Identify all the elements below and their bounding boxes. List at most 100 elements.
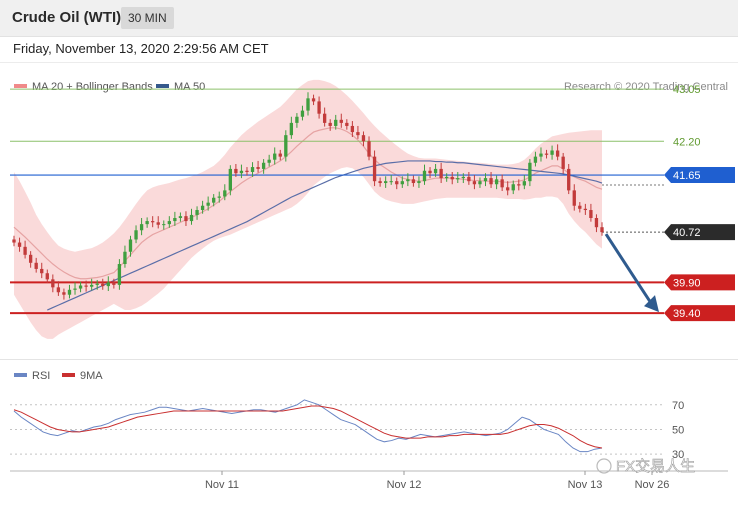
candle-body (95, 283, 99, 285)
candle-body (450, 176, 454, 180)
x-axis-tick-label: Nov 13 (568, 479, 603, 491)
candle-body (123, 251, 127, 265)
price-chart: MA 20 + Bollinger Bands MA 50 Research © 2… (10, 79, 735, 339)
legend-label: MA 50 (174, 81, 205, 93)
candle-body (417, 181, 421, 184)
candle-body (467, 176, 471, 182)
instrument-title: Crude Oil (WTI) (12, 9, 122, 26)
candle-body (12, 239, 16, 243)
candle-body (28, 254, 33, 263)
rsi-tick-label: 70 (672, 400, 684, 412)
candle-body (278, 153, 282, 157)
x-axis-tick-label: Nov 12 (387, 479, 422, 491)
candle-body (184, 216, 188, 222)
candle-body (395, 181, 399, 185)
candle-body (189, 214, 194, 222)
candle-body (544, 153, 549, 155)
candle-body (511, 184, 515, 191)
candle-body (112, 282, 116, 285)
candle-body (317, 101, 321, 114)
candle-body (372, 156, 377, 182)
copyright-text: Research © 2020 Trading Central (564, 81, 728, 93)
level-label: 42.20 (673, 136, 701, 148)
watermark-icon (596, 458, 612, 474)
candle-body (128, 239, 133, 252)
candle-body (439, 168, 443, 179)
candle-body (256, 167, 260, 169)
level-label: 39.40 (673, 308, 701, 320)
candle-body (356, 132, 360, 136)
ma50-line (47, 160, 603, 311)
candle-body (561, 156, 565, 169)
candle-body (361, 135, 366, 142)
candle-body (456, 178, 460, 180)
candle-body (23, 246, 27, 255)
candle-body (583, 208, 588, 211)
candle-body (284, 135, 288, 157)
candle-body (289, 122, 294, 136)
candle-body (400, 181, 404, 185)
level-label: 40.72 (673, 227, 701, 239)
candle-body (367, 141, 371, 157)
candle-body (339, 119, 343, 123)
candle-body (461, 176, 465, 179)
rsi-line (13, 399, 603, 453)
candle-body (533, 156, 538, 163)
candle-body (261, 162, 266, 169)
legend-label: MA 20 + Bollinger Bands (32, 81, 153, 93)
candle-body (483, 178, 488, 182)
candle-body (173, 218, 177, 222)
candle-body (234, 168, 238, 174)
candle-body (40, 268, 44, 274)
interval-badge[interactable]: 30 MIN (121, 7, 174, 29)
candle-body (550, 150, 554, 155)
candle-body (62, 292, 66, 295)
candle-body (428, 170, 432, 174)
candle-body (200, 205, 205, 211)
candle-body (311, 98, 316, 102)
chart-datetime: Friday, November 13, 2020 2:29:56 AM CET (13, 41, 269, 56)
candle-body (589, 210, 593, 218)
candle-body (223, 190, 227, 197)
price-panel: MA 20 + Bollinger Bands MA 50 Research © 2… (0, 62, 738, 359)
candle-body (51, 279, 55, 288)
candle-body (389, 181, 393, 183)
candle-body (411, 179, 416, 184)
watermark-text: FX交易人生 (616, 457, 695, 475)
candle-body (67, 289, 72, 295)
candle-body (506, 187, 510, 191)
candle-body (151, 221, 155, 223)
level-tag (664, 224, 735, 241)
candle-body (433, 168, 438, 174)
legend-label: RSI (32, 370, 50, 382)
candle-body (84, 285, 88, 287)
candle-body (212, 197, 216, 203)
legend-swatch (62, 373, 75, 377)
rsi-tick-label: 50 (672, 424, 684, 436)
candle-body (89, 284, 94, 287)
candle-body (539, 153, 543, 157)
candle-body (250, 167, 255, 172)
candle-body (334, 119, 338, 126)
candle-body (206, 202, 210, 206)
candle-body (378, 181, 382, 184)
x-axis-tick-label: Nov 26 (635, 479, 670, 491)
legend-swatch (14, 84, 27, 88)
level-tag (664, 305, 735, 322)
candle-body (406, 179, 410, 182)
ma20-line (13, 127, 603, 280)
level-tag (664, 274, 735, 291)
rsi-panel: RSI 9MA 70 50 30 Nov 11 Nov 12 Nov 13 Nov 26 FX交易… (0, 359, 738, 501)
candle-body (306, 98, 310, 111)
candle-body (217, 196, 221, 198)
forecast-arrow (604, 233, 653, 304)
candle-body (522, 181, 527, 186)
legend-swatch (156, 84, 169, 88)
candle-body (195, 210, 199, 215)
candle-body (422, 170, 427, 182)
candle-body (517, 184, 521, 186)
candle-body (300, 110, 305, 117)
candle-body (350, 125, 355, 133)
candle-body (101, 283, 105, 287)
candle-body (134, 230, 138, 240)
